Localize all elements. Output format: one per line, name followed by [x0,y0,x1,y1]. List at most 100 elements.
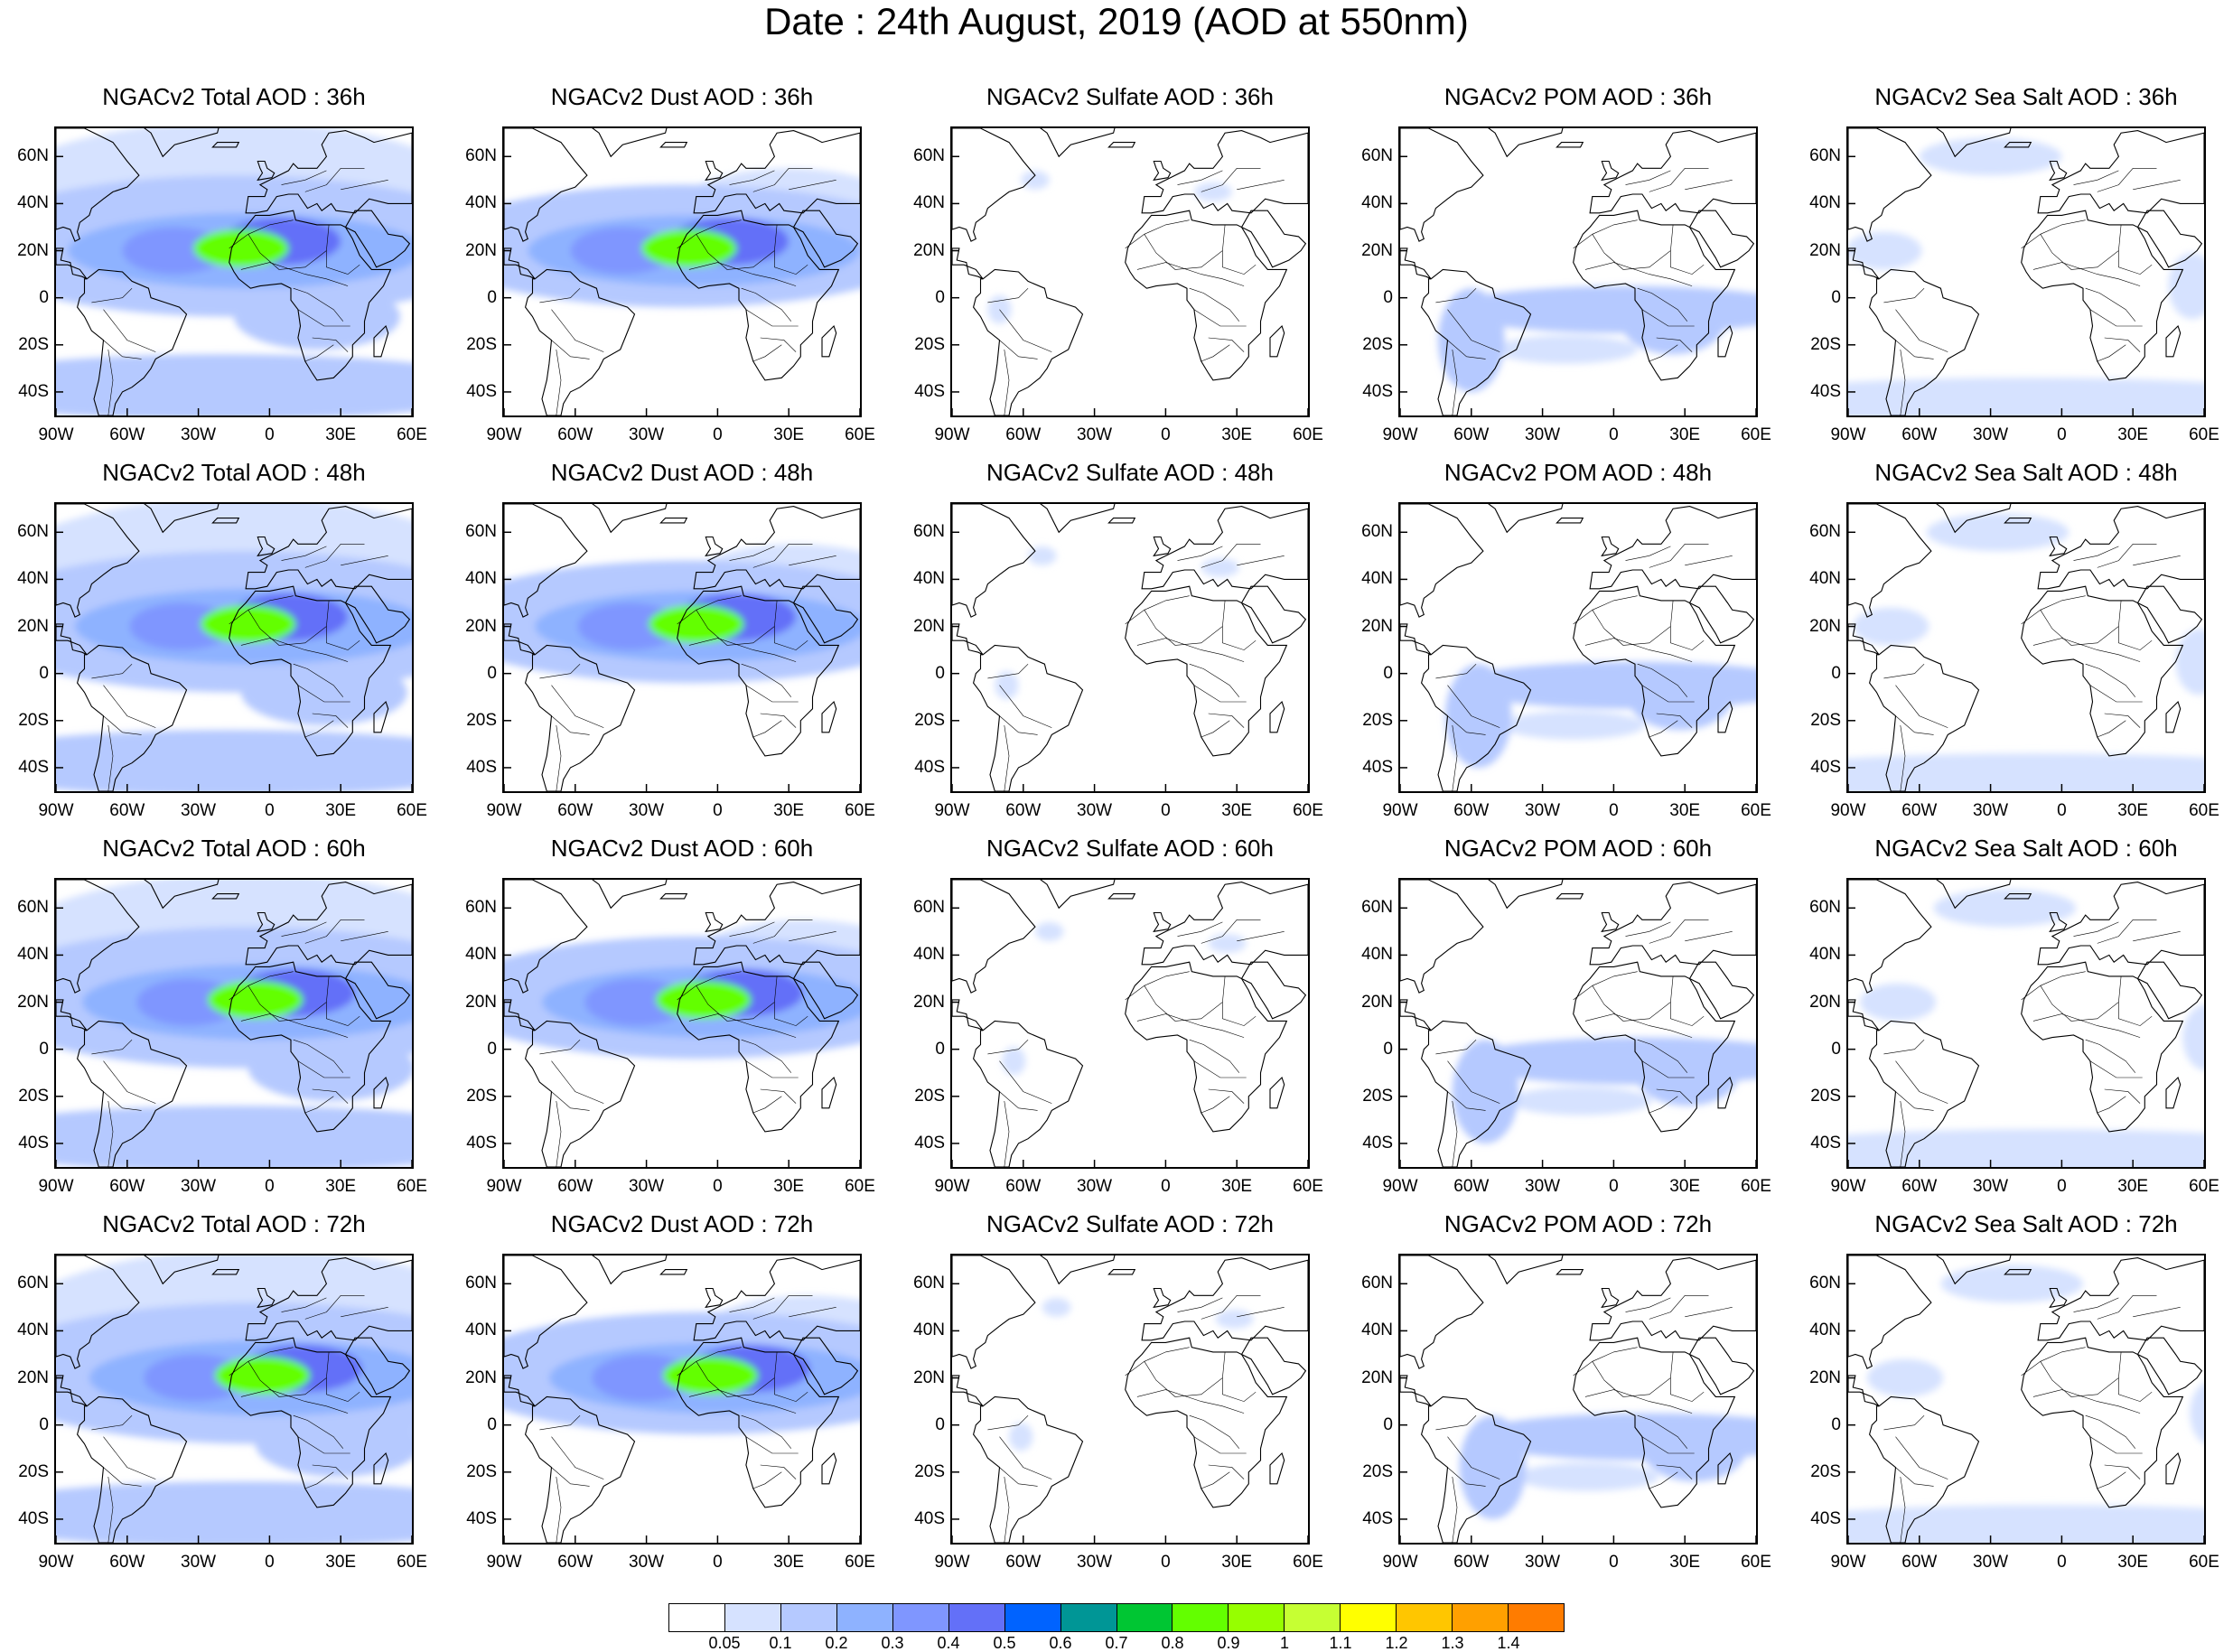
coastline [1936,880,2012,910]
page-title: Date : 24th August, 2019 (AOD at 550nm) [764,0,1469,42]
country-border [1222,626,1257,650]
country-border [2073,921,2119,937]
country-border [1900,1476,1906,1543]
country-border [1193,1060,1247,1078]
coastline [2049,536,2068,557]
country-border [1004,1100,1010,1167]
lon-label: 30E [1669,801,1701,820]
coastline [792,585,859,644]
aod-blob [1860,983,1937,1022]
country-border [677,219,742,249]
colorbar-label: 1.2 [1385,1634,1408,1652]
country-border [2097,919,2157,944]
country-border [229,595,294,625]
axis-ticks [952,907,1308,1167]
lat-label: 40S [914,757,945,777]
country-border [2021,1347,2086,1377]
country-border [1208,1464,1245,1479]
aod-blob [2168,253,2204,320]
lat-label: 20S [18,334,49,354]
lat-label: 0 [487,1414,497,1434]
coastline [821,324,837,358]
aod-field [504,1295,860,1435]
axis-ticks [1400,531,1756,791]
country-border [688,638,797,662]
country-border [789,555,836,566]
coastline [1573,1337,1736,1508]
lat-label: 20S [1362,334,1393,354]
country-border [1573,595,1638,625]
coastline [56,1255,140,1369]
country-border [1685,1307,1733,1318]
country-border [240,1013,349,1038]
country-border [551,340,590,359]
coastline [1869,1020,1980,1167]
country-border [729,921,775,937]
aod-blob [1208,933,1247,953]
aod-blob [56,1106,412,1167]
coastline [56,1375,88,1407]
coastline [373,700,389,733]
colorbar-label: 1.3 [1441,1634,1464,1652]
lat-label: 20N [1809,992,1841,1012]
country-border [248,1351,330,1397]
coastline [1556,518,1584,524]
coastline [952,880,1036,994]
lat-label: 40S [466,757,497,777]
lon-label: 60W [557,1553,593,1572]
country-border [304,720,334,738]
lon-label: 30W [181,425,217,444]
country-border [2097,1471,2126,1489]
lat-label: 20S [466,1086,497,1106]
country-border [752,919,813,944]
aod-blob [1028,546,1057,565]
map-panel-pom-72h [1398,1254,1758,1545]
country-border [551,1060,604,1104]
lon-label: 30W [1077,1553,1113,1572]
lat-label: 40N [17,945,49,965]
map-svg-total-36h [56,128,412,415]
country-border [774,250,808,275]
country-border [1637,1414,1688,1449]
country-border [103,340,142,359]
aod-field [995,546,1239,700]
coastline [344,961,411,1020]
map-svg-sulfate-60h [952,880,1308,1167]
coastline [1269,1451,1285,1485]
lon-label: 30E [2117,1177,2149,1196]
panel-title-sea-salt-60h: NGACv2 Sea Salt AOD : 60h [1874,835,2178,862]
coastline [1400,128,1484,242]
lon-label: 0 [2057,801,2067,820]
country-border [1193,685,1247,703]
map-svg-sea-salt-36h [1848,128,2204,415]
colorbar-swatch [1060,1604,1117,1631]
lon-label: 90W [1830,1177,1866,1196]
coastline [2021,585,2184,757]
aod-blob [2175,629,2204,695]
map-panel-pom-36h [1398,126,1758,417]
lat-label: 20S [466,1461,497,1481]
lon-label: 90W [38,425,74,444]
coastline [344,210,411,268]
country-border [281,1297,327,1312]
lon-label: 90W [486,1177,522,1196]
aod-blob [208,981,304,1019]
lat-label: 20S [1810,710,1841,730]
lat-label: 40S [1810,381,1841,401]
lat-label: 0 [1383,1039,1393,1059]
lat-label: 40S [18,1508,49,1528]
country-border [1584,262,1693,286]
lat-label: 40S [914,1508,945,1528]
coastlines [952,1255,1308,1543]
coastline [1153,911,1172,933]
aod-blob [1215,1309,1254,1329]
coastline [504,504,588,618]
aod-field [987,170,1232,324]
lon-label: 60E [397,1553,427,1572]
lat-label: 20N [465,240,497,260]
lat-label: 60N [913,522,945,542]
country-border [1625,1297,1671,1312]
coastline [973,268,1084,415]
country-border [103,685,156,728]
country-border [774,1002,808,1026]
